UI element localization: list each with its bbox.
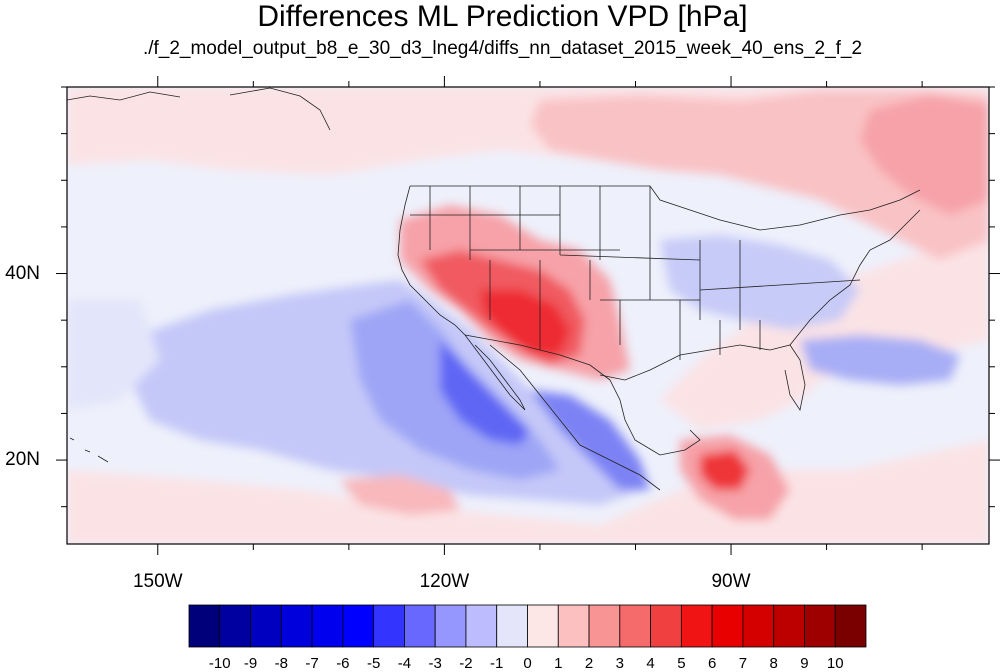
mexico-border xyxy=(464,334,611,381)
colorbar-label: -5 xyxy=(366,655,381,672)
colorbar-label: 5 xyxy=(677,655,686,672)
mexico-east-coast xyxy=(609,379,701,456)
colorbar-box xyxy=(557,604,590,648)
colorbar-box xyxy=(188,604,221,648)
map-subtitle: ./f_2_model_output_b8_e_30_d3_lneg4/diff… xyxy=(142,38,863,59)
colorbar-label: -10 xyxy=(208,655,231,672)
colorbar-label: 4 xyxy=(646,655,655,672)
field-shading xyxy=(67,87,989,544)
us-west-coast xyxy=(397,185,466,336)
colorbar-box xyxy=(342,604,375,648)
colorbar-label: 2 xyxy=(584,655,594,672)
colorbar-label: 8 xyxy=(769,655,778,672)
colorbar-label: -3 xyxy=(428,655,442,672)
eastern-us-cool-anomaly xyxy=(660,235,860,330)
alaska-coast xyxy=(67,87,331,131)
lon-tick-label: 90W xyxy=(711,571,751,592)
colorbar-box xyxy=(280,604,313,648)
colorbar-box xyxy=(711,604,744,648)
canada-warm-core xyxy=(860,95,989,215)
colorbar-label: -7 xyxy=(305,655,319,672)
plot-frame xyxy=(66,86,990,545)
us-east-coast xyxy=(789,209,921,346)
atlantic-cool-patch xyxy=(800,335,960,385)
us-gulf-coast xyxy=(599,344,806,412)
lon-tick-label: 150W xyxy=(132,571,183,592)
map-title: Differences ML Prediction VPD [hPa] xyxy=(257,0,748,33)
colorbar-box xyxy=(434,604,467,648)
colorbar-label: 9 xyxy=(800,655,809,672)
colorbar-label: 10 xyxy=(826,655,844,672)
canada-us-border xyxy=(410,185,921,231)
colorbar-label: -6 xyxy=(336,655,350,672)
coastlines-and-borders xyxy=(67,87,921,491)
hawaii-islands xyxy=(69,437,109,463)
south-pacific-warm-patch xyxy=(340,475,460,515)
colorbar-box xyxy=(373,604,405,648)
colorbar-box xyxy=(742,604,775,648)
axis-ticks xyxy=(56,76,1000,555)
state-lines-south xyxy=(489,260,761,360)
colorbar-label: -9 xyxy=(243,655,258,672)
colorbar-label: 3 xyxy=(615,655,624,672)
colorbar-label: 6 xyxy=(707,655,717,672)
lon-tick-label: 120W xyxy=(419,571,470,592)
colorbar-box xyxy=(619,604,651,648)
baja-peninsula xyxy=(464,334,526,411)
colorbar-box xyxy=(404,604,436,648)
colorbar-label: 1 xyxy=(554,655,563,672)
colorbar-box xyxy=(804,604,836,648)
baja-cool-core xyxy=(440,340,530,445)
colorbar-label: -4 xyxy=(397,655,412,672)
southwest-hot-spot xyxy=(480,290,570,355)
west-cool-band xyxy=(67,300,160,410)
colorbar-box xyxy=(250,604,282,648)
colorbar-box xyxy=(588,604,621,648)
central-america-hot-spot xyxy=(700,450,750,490)
colorbar-box xyxy=(311,604,344,648)
colorbar-label: 0 xyxy=(523,655,532,672)
lat-tick-label: 40N xyxy=(5,262,40,284)
colorbar-label: -1 xyxy=(490,655,504,672)
state-lines-north xyxy=(410,186,861,330)
colorbar-box xyxy=(527,604,559,648)
colorbar-label: -8 xyxy=(274,655,288,672)
colorbar-box xyxy=(219,604,251,648)
colorbar-box xyxy=(834,604,867,648)
vpd-difference-map xyxy=(56,76,1000,555)
colorbar-box xyxy=(496,604,528,648)
colorbar-box xyxy=(680,604,713,648)
colorbar-label: 7 xyxy=(738,655,748,672)
lat-tick-label: 20N xyxy=(5,449,40,471)
colorbar-label: -2 xyxy=(459,655,473,672)
colorbar-box xyxy=(465,604,498,648)
colorbar-box xyxy=(650,604,682,648)
mexico-west-coast xyxy=(489,344,661,491)
pink-region-east xyxy=(660,230,989,430)
colorbar-box xyxy=(773,604,805,648)
